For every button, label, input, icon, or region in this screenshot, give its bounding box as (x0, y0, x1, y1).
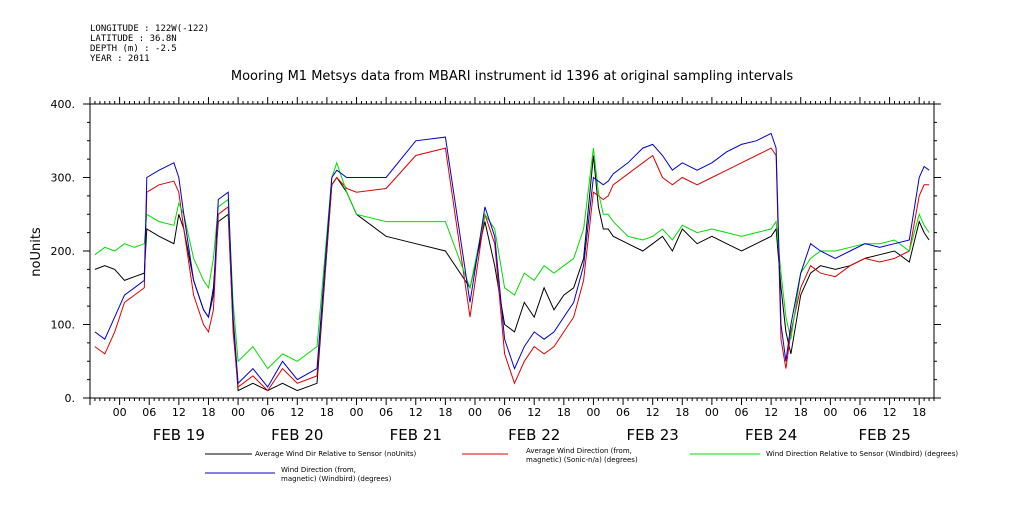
series-line-3 (94, 148, 930, 370)
legend-label: Average Wind Direction (from, (526, 447, 632, 455)
legend-label: Wind Direction Relative to Sensor (Windb… (766, 450, 958, 458)
x-tick-label: 00 (113, 406, 127, 419)
tick-layer: 00 06 12 18 00 06 12 18 00 06 12 18 00 06 12 18 00 06 12 18… (51, 97, 941, 444)
x-tick-label: 18 (201, 406, 215, 419)
y-tick-label: 400. (51, 98, 76, 111)
x-tick-label: 06 (616, 406, 630, 419)
x-tick-label: 00 (350, 406, 364, 419)
x-tick-label: 18 (794, 406, 808, 419)
legend-label: Average Wind Dir Relative to Sensor (noU… (255, 450, 416, 458)
meta-depth: DEPTH (m) : -2.5 (90, 44, 177, 54)
x-tick-label: 00 (705, 406, 719, 419)
y-tick-label: 100. (51, 319, 76, 332)
metadata-block: LONGITUDE : 122W(-122) LATITUDE : 36.8N … (90, 24, 209, 64)
meta-year: YEAR : 2011 (90, 54, 150, 64)
x-tick-label: 12 (290, 406, 304, 419)
day-label: FEB 23 (627, 426, 679, 444)
x-tick-label: 06 (142, 406, 156, 419)
day-label: FEB 20 (271, 426, 323, 444)
legend: Average Wind Dir Relative to Sensor (noU… (205, 447, 958, 483)
x-tick-label: 06 (261, 406, 275, 419)
series-line-2 (94, 147, 930, 392)
y-axis-label: noUnits (29, 227, 44, 277)
x-tick-label: 00 (823, 406, 837, 419)
y-tick-label: 300. (51, 172, 76, 185)
x-tick-label: 18 (912, 406, 926, 419)
chart-title: Mooring M1 Metsys data from MBARI instru… (231, 69, 793, 84)
y-tick-label: 200. (51, 245, 76, 258)
legend-label: magnetic) (Windbird) (degrees) (281, 475, 392, 483)
x-tick-label: 18 (557, 406, 571, 419)
x-tick-label: 06 (853, 406, 867, 419)
meta-longitude: LONGITUDE : 122W(-122) (90, 24, 209, 34)
x-tick-label: 06 (379, 406, 393, 419)
day-label: FEB 21 (390, 426, 442, 444)
y-tick-label: 0. (65, 392, 76, 405)
x-tick-label: 06 (735, 406, 749, 419)
day-label: FEB 24 (745, 426, 797, 444)
x-tick-label: 12 (646, 406, 660, 419)
x-tick-label: 18 (320, 406, 334, 419)
legend-label: Wind Direction (from, (281, 466, 356, 474)
meta-latitude: LATITUDE : 36.8N (90, 34, 177, 44)
series-line-1 (94, 155, 930, 392)
x-tick-label: 12 (527, 406, 541, 419)
x-tick-label: 18 (675, 406, 689, 419)
x-tick-label: 06 (498, 406, 512, 419)
x-tick-label: 00 (468, 406, 482, 419)
x-tick-label: 00 (231, 406, 245, 419)
x-tick-label: 12 (764, 406, 778, 419)
x-tick-label: 12 (172, 406, 186, 419)
legend-label: magnetic) (Sonic-n/a) (degrees) (526, 456, 638, 464)
series-layer (94, 132, 930, 392)
x-tick-label: 00 (586, 406, 600, 419)
x-tick-label: 12 (409, 406, 423, 419)
x-tick-label: 18 (438, 406, 452, 419)
day-label: FEB 19 (153, 426, 205, 444)
day-label: FEB 22 (508, 426, 560, 444)
series-line-4 (94, 132, 930, 388)
day-label: FEB 25 (859, 426, 911, 444)
x-tick-label: 12 (883, 406, 897, 419)
